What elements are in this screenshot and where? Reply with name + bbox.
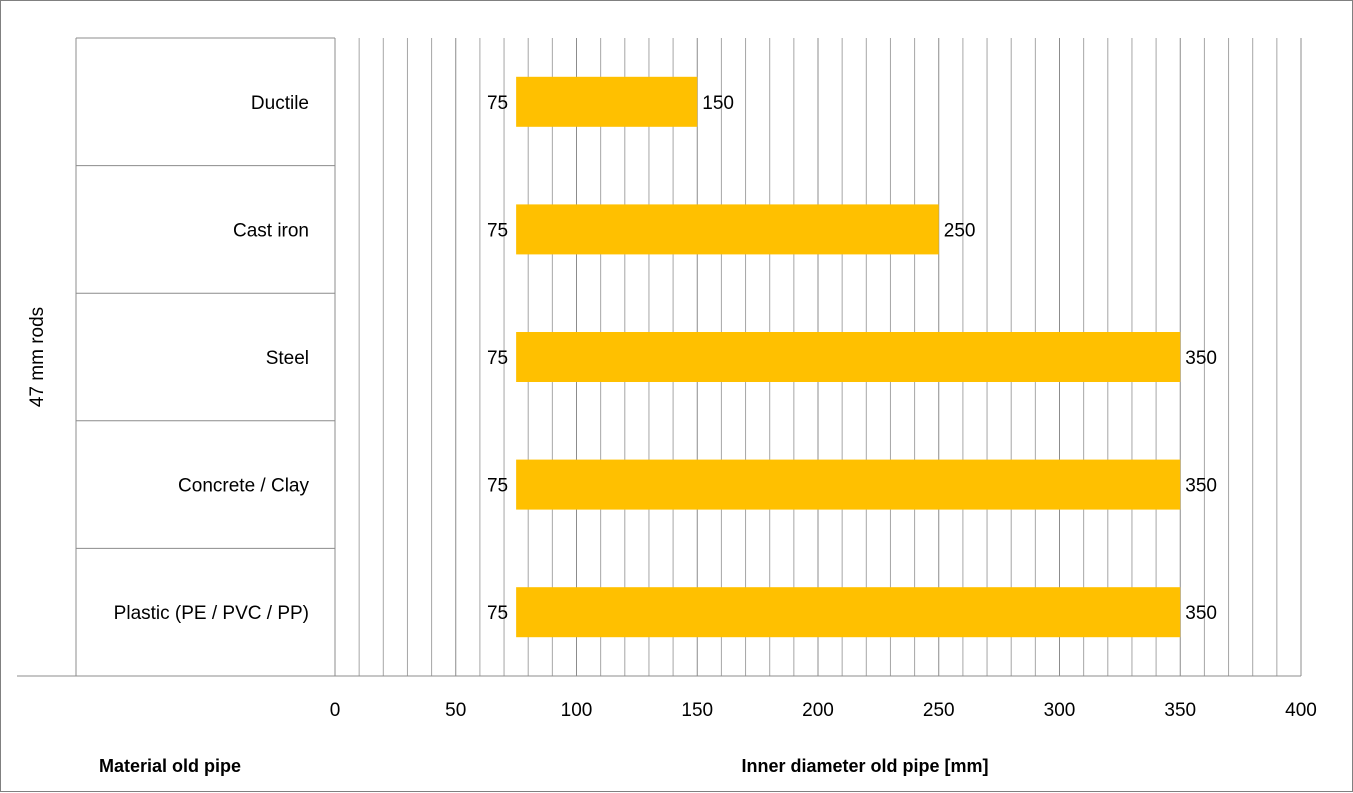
x-tick-label: 100 [561,700,593,721]
category-label: Plastic (PE / PVC / PP) [114,603,309,624]
data-label-max: 250 [944,220,976,241]
x-tick-label: 350 [1164,700,1196,721]
x-tick-label: 50 [445,700,466,721]
labels: Ductile 75 150 Cast iron 75 250 Steel 75 350 Conc… [114,93,1317,721]
data-label-max: 150 [702,93,734,114]
x-axis-title: Inner diameter old pipe [mm] [741,756,988,776]
bar [516,204,939,255]
bar [516,587,1181,638]
x-tick-label: 200 [802,700,834,721]
category-dividers [17,37,1301,677]
data-label-max: 350 [1185,603,1217,624]
data-label-min: 75 [487,220,508,241]
category-label: Steel [266,348,309,369]
x-tick-label: 300 [1044,700,1076,721]
y-axis-title: Material old pipe [99,756,241,776]
bars [516,76,1181,638]
bar [516,76,698,127]
x-tick-label: 150 [681,700,713,721]
data-label-min: 75 [487,348,508,369]
bar [516,459,1181,510]
x-tick-label: 250 [923,700,955,721]
x-tick-label: 0 [330,700,341,721]
data-label-min: 75 [487,93,508,114]
category-label: Cast iron [233,220,309,241]
bar [516,332,1181,382]
data-label-max: 350 [1185,348,1217,369]
data-label-min: 75 [487,476,508,497]
data-label-max: 350 [1185,476,1217,497]
group-label: 47 mm rods [27,307,48,407]
x-tick-label: 400 [1285,700,1317,721]
data-label-min: 75 [487,603,508,624]
category-label: Ductile [251,93,309,114]
category-label: Concrete / Clay [178,476,309,497]
